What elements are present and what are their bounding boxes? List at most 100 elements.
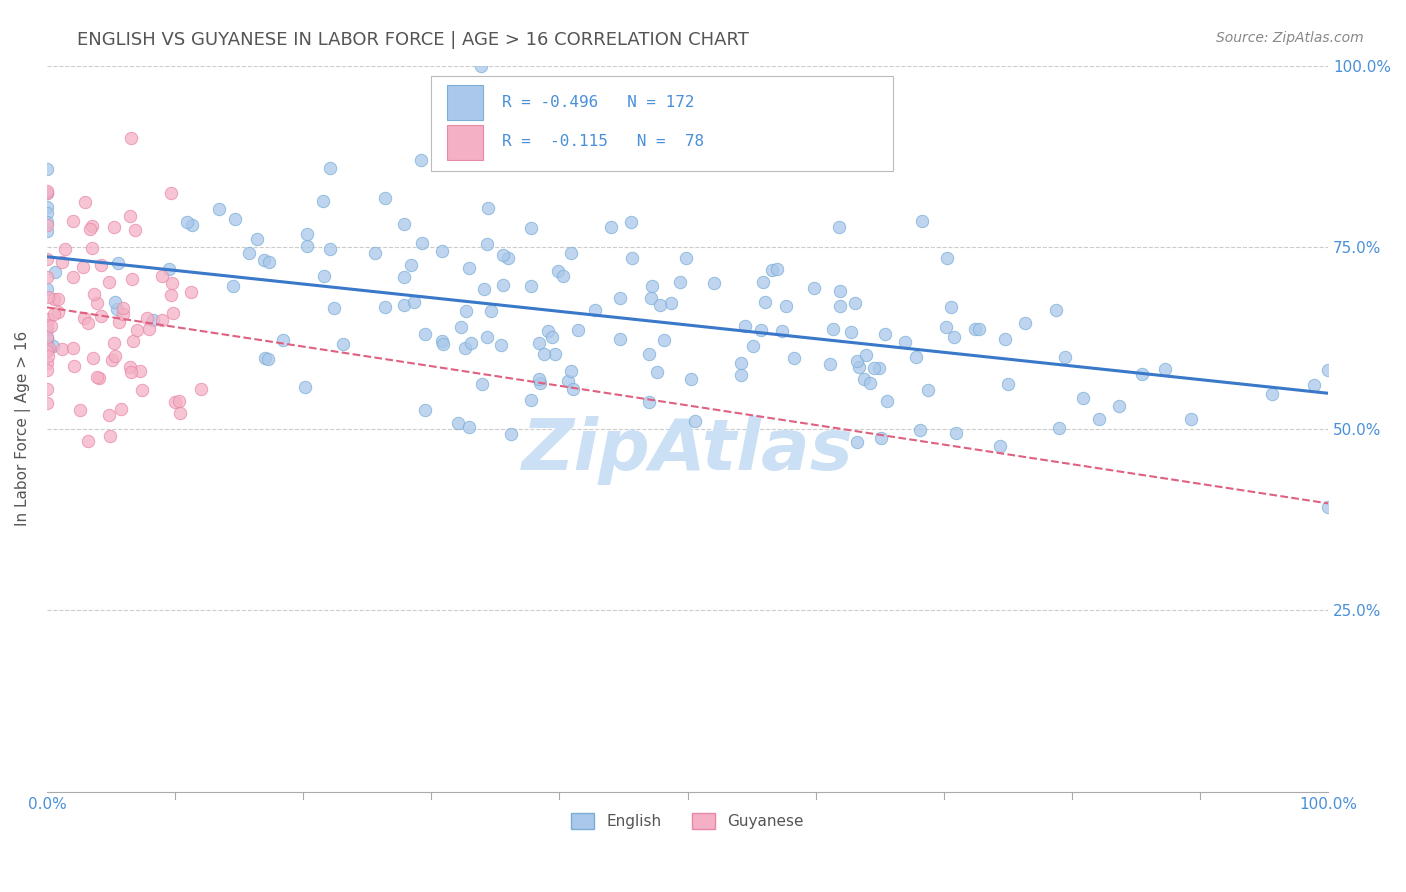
Point bbox=[645, 365, 668, 379]
Point bbox=[859, 376, 882, 391]
Text: Source: ZipAtlas.com: Source: ZipAtlas.com bbox=[1216, 31, 1364, 45]
Point bbox=[411, 236, 433, 251]
Point bbox=[190, 382, 212, 396]
Point bbox=[35, 200, 58, 214]
Point bbox=[77, 316, 100, 330]
Text: R =  -0.115   N =  78: R = -0.115 N = 78 bbox=[502, 135, 704, 149]
Point bbox=[605, 157, 627, 171]
Point bbox=[35, 184, 58, 198]
FancyBboxPatch shape bbox=[447, 125, 482, 160]
Point bbox=[253, 252, 276, 267]
Point bbox=[529, 372, 551, 386]
Point bbox=[63, 359, 86, 374]
Point bbox=[120, 131, 142, 145]
Point bbox=[163, 395, 186, 409]
Point bbox=[430, 334, 453, 348]
Point bbox=[752, 275, 775, 289]
Point bbox=[69, 403, 91, 417]
Point bbox=[536, 324, 558, 338]
Point bbox=[35, 383, 58, 397]
Point bbox=[37, 312, 59, 326]
Point bbox=[169, 394, 191, 409]
Point bbox=[533, 347, 555, 361]
Point bbox=[125, 323, 148, 337]
Point bbox=[527, 335, 550, 350]
Point bbox=[413, 402, 436, 417]
Point bbox=[491, 278, 513, 293]
Point bbox=[828, 284, 851, 298]
Point bbox=[845, 434, 868, 449]
Point bbox=[107, 256, 129, 270]
Point bbox=[1130, 367, 1153, 381]
Point bbox=[80, 219, 103, 233]
Point bbox=[935, 320, 957, 334]
Point bbox=[131, 384, 153, 398]
Point bbox=[35, 214, 58, 228]
Point bbox=[1303, 378, 1326, 392]
Point bbox=[520, 278, 543, 293]
Point bbox=[669, 275, 692, 289]
Point bbox=[86, 369, 108, 384]
Point bbox=[42, 307, 65, 321]
Point bbox=[560, 364, 582, 378]
Point bbox=[1317, 500, 1340, 514]
Point bbox=[599, 220, 621, 235]
Point bbox=[35, 282, 58, 296]
Point bbox=[803, 281, 825, 295]
Point bbox=[818, 357, 841, 371]
Point bbox=[943, 330, 966, 344]
Point bbox=[770, 324, 793, 338]
Point bbox=[35, 206, 58, 220]
Point bbox=[35, 331, 58, 345]
Point bbox=[725, 154, 748, 169]
Point bbox=[98, 275, 121, 289]
Point bbox=[121, 272, 143, 286]
Point bbox=[118, 209, 141, 223]
Point bbox=[475, 330, 498, 344]
Point bbox=[159, 288, 181, 302]
Point bbox=[98, 429, 121, 443]
Point bbox=[458, 420, 481, 434]
Point bbox=[848, 359, 870, 374]
FancyBboxPatch shape bbox=[432, 77, 893, 171]
Point bbox=[415, 327, 437, 342]
Point bbox=[295, 238, 318, 252]
Point bbox=[82, 351, 104, 366]
Point bbox=[35, 396, 58, 410]
Point bbox=[35, 224, 58, 238]
Point bbox=[454, 341, 477, 355]
Point bbox=[994, 332, 1017, 346]
Point bbox=[659, 296, 682, 310]
Point bbox=[775, 299, 797, 313]
Point bbox=[761, 263, 783, 277]
Point bbox=[35, 339, 58, 353]
Point bbox=[547, 264, 569, 278]
Point bbox=[394, 270, 416, 285]
Point bbox=[638, 395, 661, 409]
Point bbox=[432, 244, 454, 259]
Point bbox=[409, 153, 432, 167]
Point bbox=[844, 296, 866, 310]
Point bbox=[238, 245, 260, 260]
Point bbox=[641, 279, 664, 293]
Point bbox=[1047, 421, 1070, 435]
Point bbox=[112, 307, 135, 321]
Point bbox=[79, 221, 101, 235]
Point bbox=[38, 342, 60, 356]
Point bbox=[62, 341, 84, 355]
Point bbox=[868, 361, 890, 376]
Point bbox=[620, 251, 643, 265]
Point bbox=[830, 299, 852, 313]
Point bbox=[162, 306, 184, 320]
Point bbox=[904, 350, 927, 364]
Point bbox=[120, 360, 142, 375]
Point bbox=[475, 236, 498, 251]
Point bbox=[169, 406, 191, 420]
Point bbox=[364, 246, 387, 260]
Point bbox=[863, 361, 886, 376]
Point bbox=[894, 334, 917, 349]
Text: ZipAtlas: ZipAtlas bbox=[522, 416, 853, 485]
Point bbox=[477, 201, 499, 215]
Point bbox=[520, 393, 543, 408]
Point bbox=[908, 423, 931, 437]
